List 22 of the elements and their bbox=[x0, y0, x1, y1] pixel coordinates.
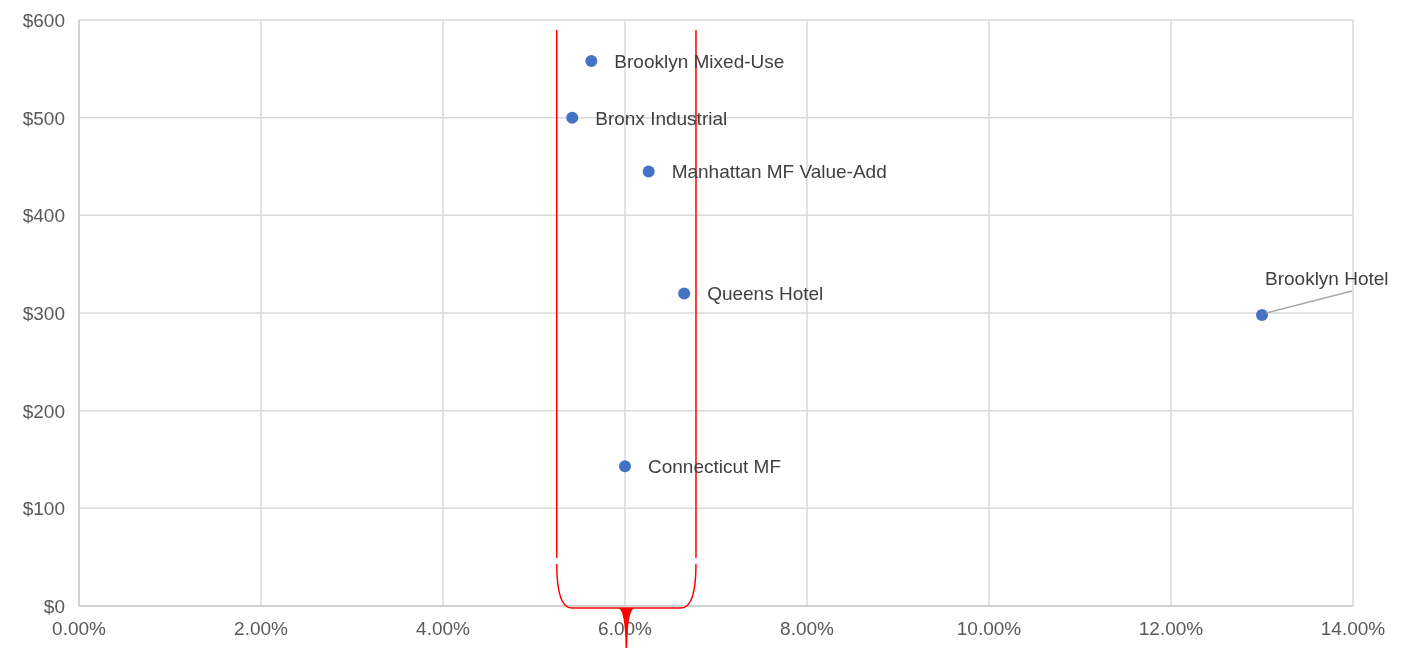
x-tick-label: 12.00% bbox=[1138, 618, 1204, 639]
series-label: Brooklyn Hotel bbox=[1265, 267, 1389, 289]
series-label: Queens Hotel bbox=[707, 283, 824, 305]
y-tick-label: $600 bbox=[22, 10, 65, 31]
point bbox=[642, 165, 655, 178]
x-tick-label: 2.00% bbox=[234, 618, 289, 639]
x-tick-label: 4.00% bbox=[416, 618, 471, 639]
point bbox=[619, 460, 631, 473]
y-tick-label: $100 bbox=[22, 498, 65, 520]
x-tick-label: 10.00% bbox=[956, 618, 1022, 639]
y-tick-label: $200 bbox=[22, 400, 65, 422]
y-tick-label: $300 bbox=[22, 303, 65, 324]
x-tick-label: 14.00% bbox=[1320, 618, 1386, 639]
point bbox=[1256, 308, 1268, 321]
x-tick-label: 0.00% bbox=[52, 618, 107, 639]
point bbox=[585, 55, 598, 68]
y-tick-label: $500 bbox=[22, 107, 65, 129]
point bbox=[678, 287, 691, 300]
point bbox=[566, 111, 579, 124]
x-tick-label: 8.00% bbox=[780, 618, 835, 639]
y-tick-label: $0 bbox=[43, 596, 65, 617]
y-tick-label: $400 bbox=[22, 205, 65, 227]
